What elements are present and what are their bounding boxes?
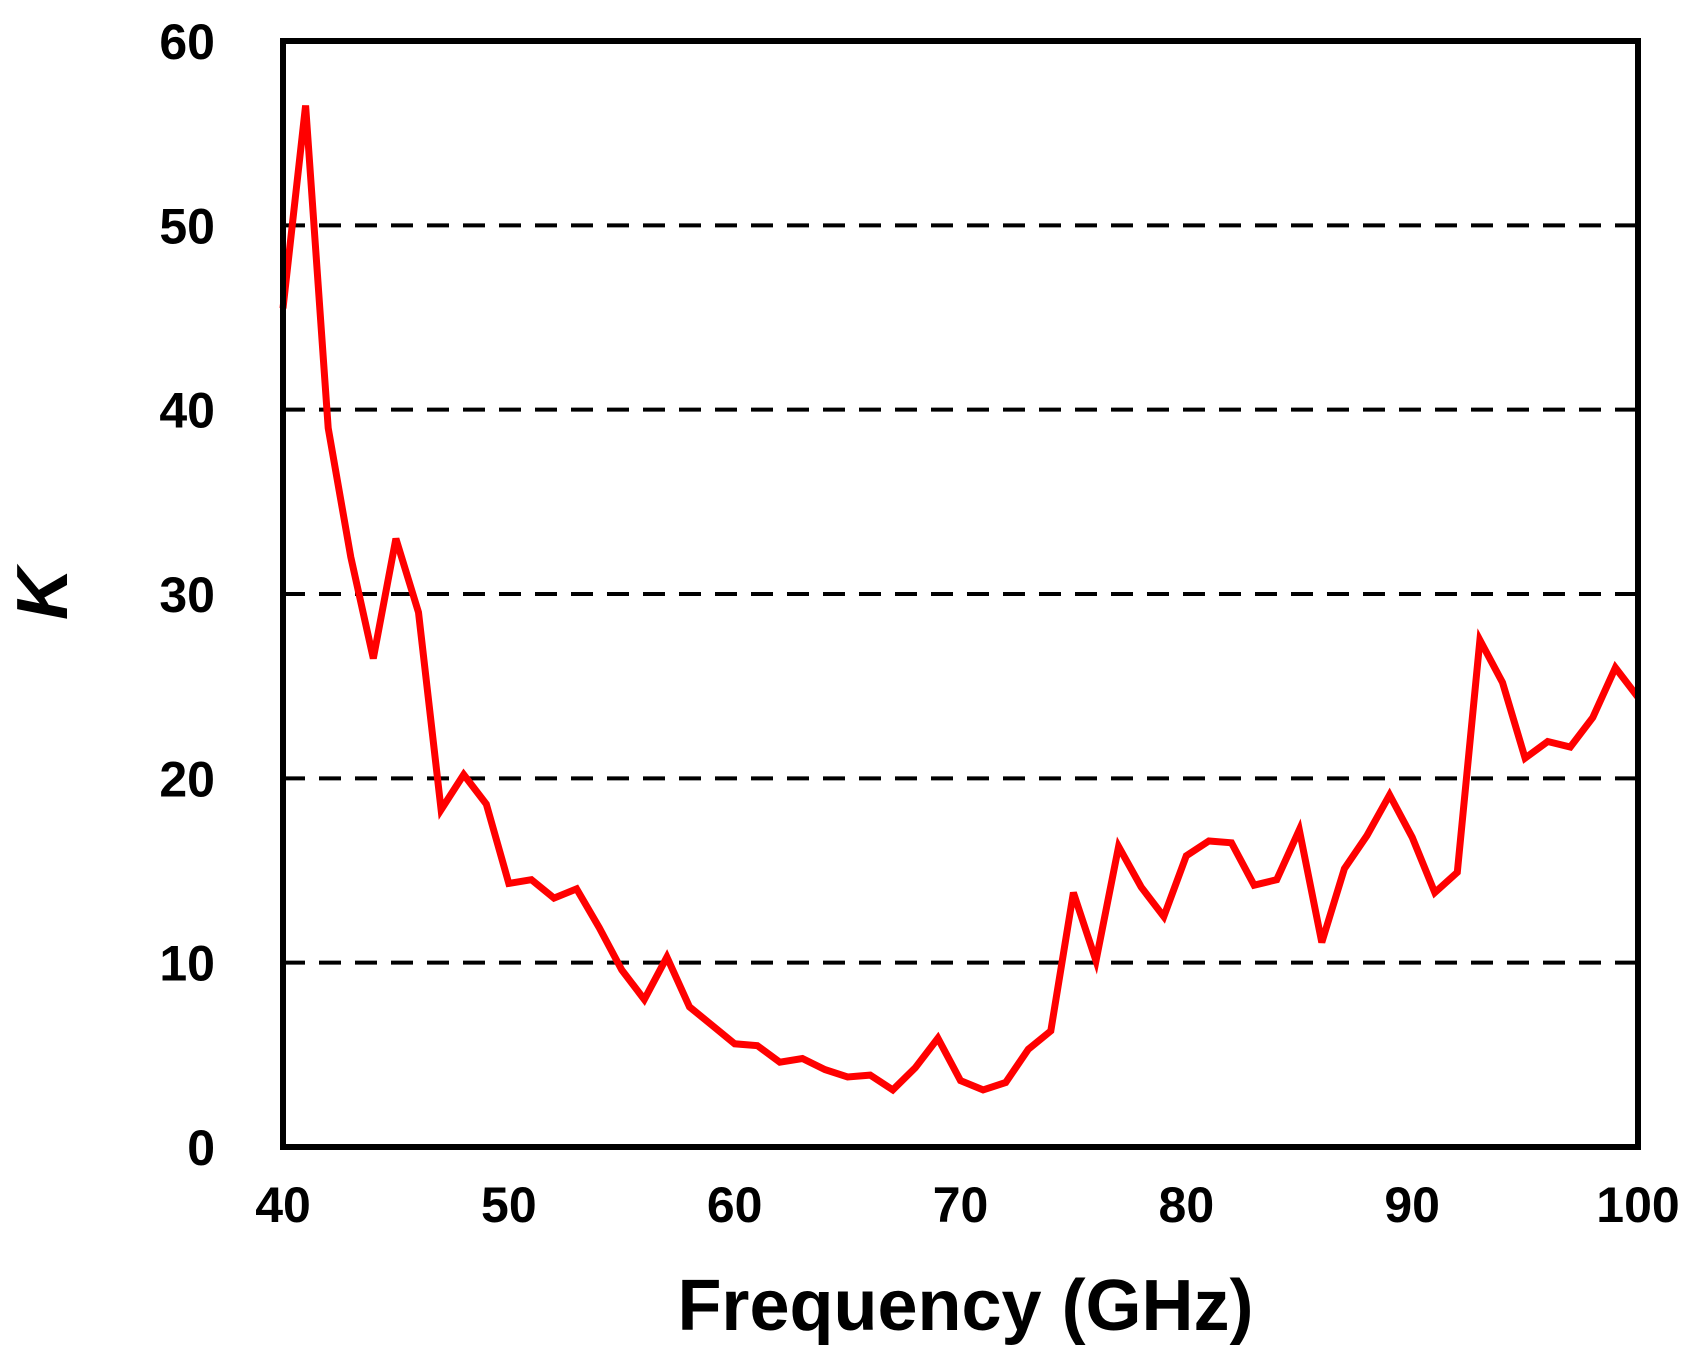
x-tick-label: 60 xyxy=(707,1177,763,1233)
x-tick-label: 50 xyxy=(481,1177,537,1233)
x-tick-label: 40 xyxy=(255,1177,311,1233)
y-tick-label: 10 xyxy=(159,936,215,992)
y-tick-label: 40 xyxy=(159,383,215,439)
x-axis-label: Frequency (GHz) xyxy=(677,1266,1253,1346)
y-tick-labels: 0 10 20 30 40 50 60 xyxy=(159,14,215,1176)
y-tick-label: 60 xyxy=(159,14,215,70)
series-layer xyxy=(279,105,1641,1095)
y-tick-label: 30 xyxy=(159,567,215,623)
x-tick-label: 70 xyxy=(933,1177,989,1233)
x-tick-label: 100 xyxy=(1596,1177,1679,1233)
x-tick-labels: 40 50 60 70 80 90 100 xyxy=(255,1177,1680,1233)
gridlines xyxy=(283,223,1638,965)
y-axis-label: K xyxy=(3,563,83,620)
plot-frame xyxy=(280,38,1641,1150)
x-tick-label: 90 xyxy=(1384,1177,1440,1233)
y-tick-label: 20 xyxy=(159,751,215,807)
x-tick-label: 80 xyxy=(1159,1177,1215,1233)
y-tick-label: 50 xyxy=(159,198,215,254)
y-tick-label: 0 xyxy=(187,1120,215,1176)
series-line-0 xyxy=(279,105,1641,1095)
